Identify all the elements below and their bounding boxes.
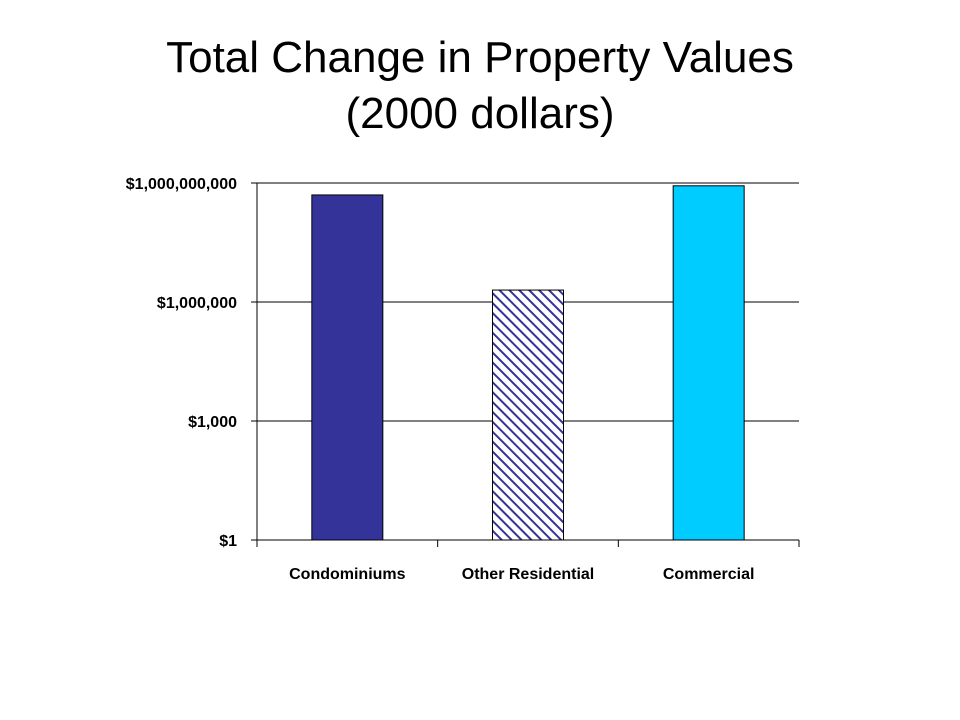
y-tick-label: $1,000,000 — [157, 295, 237, 312]
bar — [311, 194, 384, 541]
y-tick-label: $1,000 — [188, 414, 237, 431]
y-tick-label: $1 — [219, 533, 237, 550]
chart-title-line2: (2000 dollars) — [345, 89, 615, 138]
x-category-label: Commercial — [663, 566, 755, 583]
x-category-label: Other Residential — [462, 566, 594, 583]
axes — [251, 182, 800, 547]
chart-title-line1: Total Change in Property Values — [166, 33, 794, 82]
bar — [672, 185, 745, 541]
x-category-label: Condominiums — [289, 566, 406, 583]
chart-title: Total Change in Property Values (2000 do… — [0, 30, 960, 142]
tick-labels: $1 $1,000 $1,000,000 $1,000,000,000 Condomin… — [126, 176, 755, 583]
bars — [311, 185, 745, 541]
y-tick-label: $1,000,000,000 — [126, 176, 237, 193]
bar — [492, 289, 564, 541]
